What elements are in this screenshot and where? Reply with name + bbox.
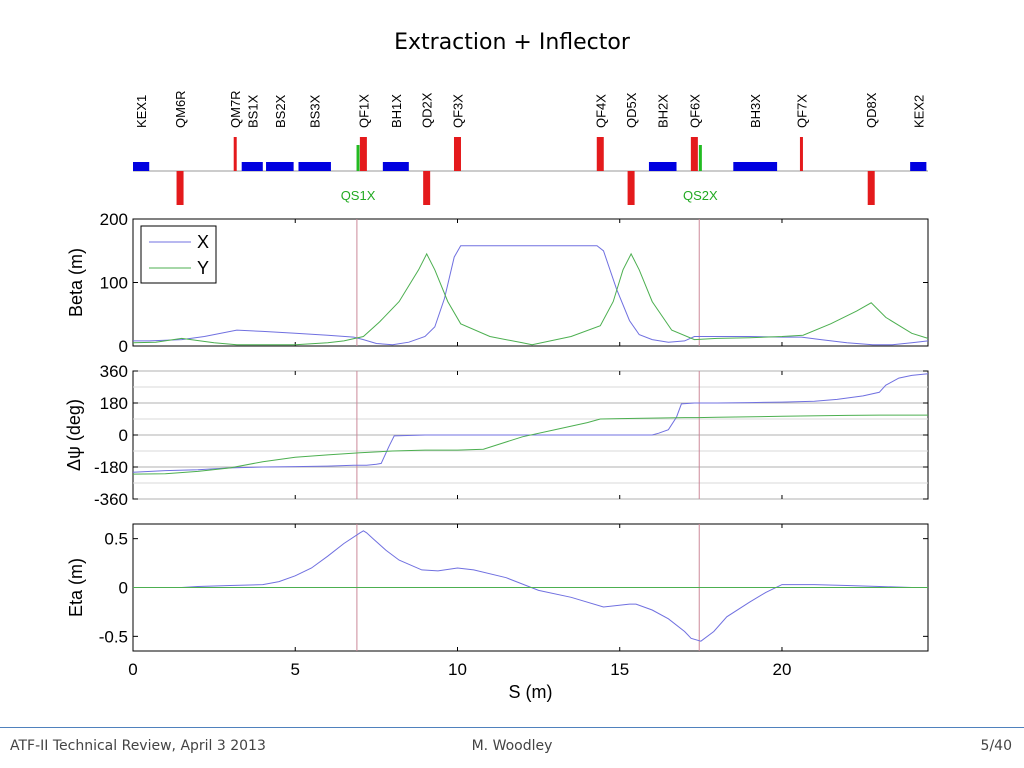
eta-ytick-label: 0.5 — [104, 530, 128, 549]
beta-ytick-label: 200 — [100, 210, 128, 229]
lattice-element-qf4x — [596, 137, 604, 171]
beta-plot: 0 100 200 Beta (m) XY — [66, 210, 929, 356]
beta-legend-label-x: X — [197, 232, 209, 252]
lattice-label-qm6r: QM6R — [173, 90, 188, 128]
lattice-label-kex2: KEX2 — [911, 95, 926, 128]
eta-ylabel: Eta (m) — [66, 558, 86, 617]
lattice-label-qf3x: QF3X — [450, 94, 465, 128]
phase-series-x — [132, 373, 929, 473]
beta-series-y — [132, 252, 929, 346]
eta-xtick-label: 10 — [448, 660, 467, 679]
lattice-label-qf1x: QF1X — [356, 94, 371, 128]
lattice-element-qs1x — [356, 145, 360, 171]
lattice-element-bh2x — [648, 162, 677, 171]
footer-divider — [0, 727, 1024, 728]
lattice-element-bs1x — [241, 162, 263, 171]
lattice-label-bh2x: BH2X — [656, 94, 671, 128]
beta-ytick-label: 0 — [119, 337, 128, 356]
lattice-label-qs1x: QS1X — [341, 188, 376, 203]
lattice-label-qd2x: QD2X — [420, 92, 435, 128]
phase-ylabel: Δψ (deg) — [64, 399, 84, 471]
lattice-element-kex1 — [133, 162, 150, 171]
lattice-label-bs2x: BS2X — [273, 94, 288, 128]
footer-author: M. Woodley — [471, 738, 553, 754]
lattice-element-qf7x — [799, 137, 803, 171]
lattice-label-qs2x: QS2X — [683, 188, 718, 203]
beta-ylabel: Beta (m) — [66, 248, 86, 317]
eta-ytick-label: 0 — [119, 579, 128, 598]
lattice-label-qf4x: QF4X — [593, 94, 608, 128]
eta-xtick-label: 15 — [610, 660, 629, 679]
lattice-element-qm6r — [176, 171, 184, 205]
lattice-label-qf6x: QF6X — [687, 94, 702, 128]
lattice-element-qf3x — [453, 137, 461, 171]
eta-xtick-label: 5 — [291, 660, 300, 679]
lattice-element-bh3x — [733, 162, 778, 171]
phase-ytick-label: -180 — [94, 458, 128, 477]
beta-ytick-label: 100 — [100, 274, 128, 293]
slide-title: Extraction + Inflector — [394, 30, 630, 55]
lattice-label-qf7x: QF7X — [794, 94, 809, 128]
lattice-label-qm7r: QM7R — [228, 90, 243, 128]
lattice-element-kex2 — [910, 162, 927, 171]
phase-ytick-label: 360 — [100, 362, 128, 381]
eta-ytick-label: -0.5 — [99, 627, 128, 646]
lattice-diagram: KEX1 QM6R QM7R BS1X BS2X BS3X QS1X QF1X BH1X QD2X… — [133, 90, 928, 205]
eta-xtick-label: 0 — [128, 660, 137, 679]
beta-series-x — [133, 245, 929, 346]
lattice-label-bh3x: BH3X — [748, 94, 763, 128]
lattice-label-bh1x: BH1X — [389, 94, 404, 128]
eta-xtick-label: 20 — [773, 660, 792, 679]
lattice-element-qs2x — [698, 145, 702, 171]
lattice-label-bs3x: BS3X — [308, 94, 323, 128]
lattice-element-qf6x — [690, 137, 698, 171]
lattice-element-qd2x — [423, 171, 431, 205]
beta-legend-label-y: Y — [197, 258, 209, 278]
beta-legend-box — [140, 225, 217, 284]
phase-advance-plot: -360 -180 0 180 360 Δψ (deg) — [64, 362, 929, 509]
lattice-element-qm7r — [233, 137, 237, 171]
eta-xlabel: S (m) — [509, 682, 553, 702]
eta-series-x — [133, 530, 928, 642]
lattice-label-kex1: KEX1 — [134, 95, 149, 128]
phase-ytick-label: -360 — [94, 490, 128, 509]
phase-ytick-label: 180 — [100, 394, 128, 413]
lattice-label-qd5x: QD5X — [624, 92, 639, 128]
phase-series-y — [132, 414, 928, 475]
lattice-element-bh1x — [382, 162, 409, 171]
footer-event: ATF-II Technical Review, April 3 2013 — [10, 738, 266, 754]
lattice-element-bs2x — [266, 162, 294, 171]
beta-axes-box — [132, 218, 929, 347]
lattice-element-qf1x — [359, 137, 367, 171]
lattice-label-qd8x: QD8X — [864, 92, 879, 128]
lattice-element-qd8x — [867, 171, 875, 205]
lattice-element-bs3x — [298, 162, 331, 171]
footer-page-number: 5/40 — [980, 738, 1012, 754]
lattice-label-bs1x: BS1X — [245, 94, 260, 128]
optics-figure: KEX1 QM6R QM7R BS1X BS2X BS3X QS1X QF1X BH1X QD2X… — [64, 90, 929, 702]
phase-ytick-label: 0 — [119, 426, 128, 445]
lattice-element-qd5x — [627, 171, 635, 205]
